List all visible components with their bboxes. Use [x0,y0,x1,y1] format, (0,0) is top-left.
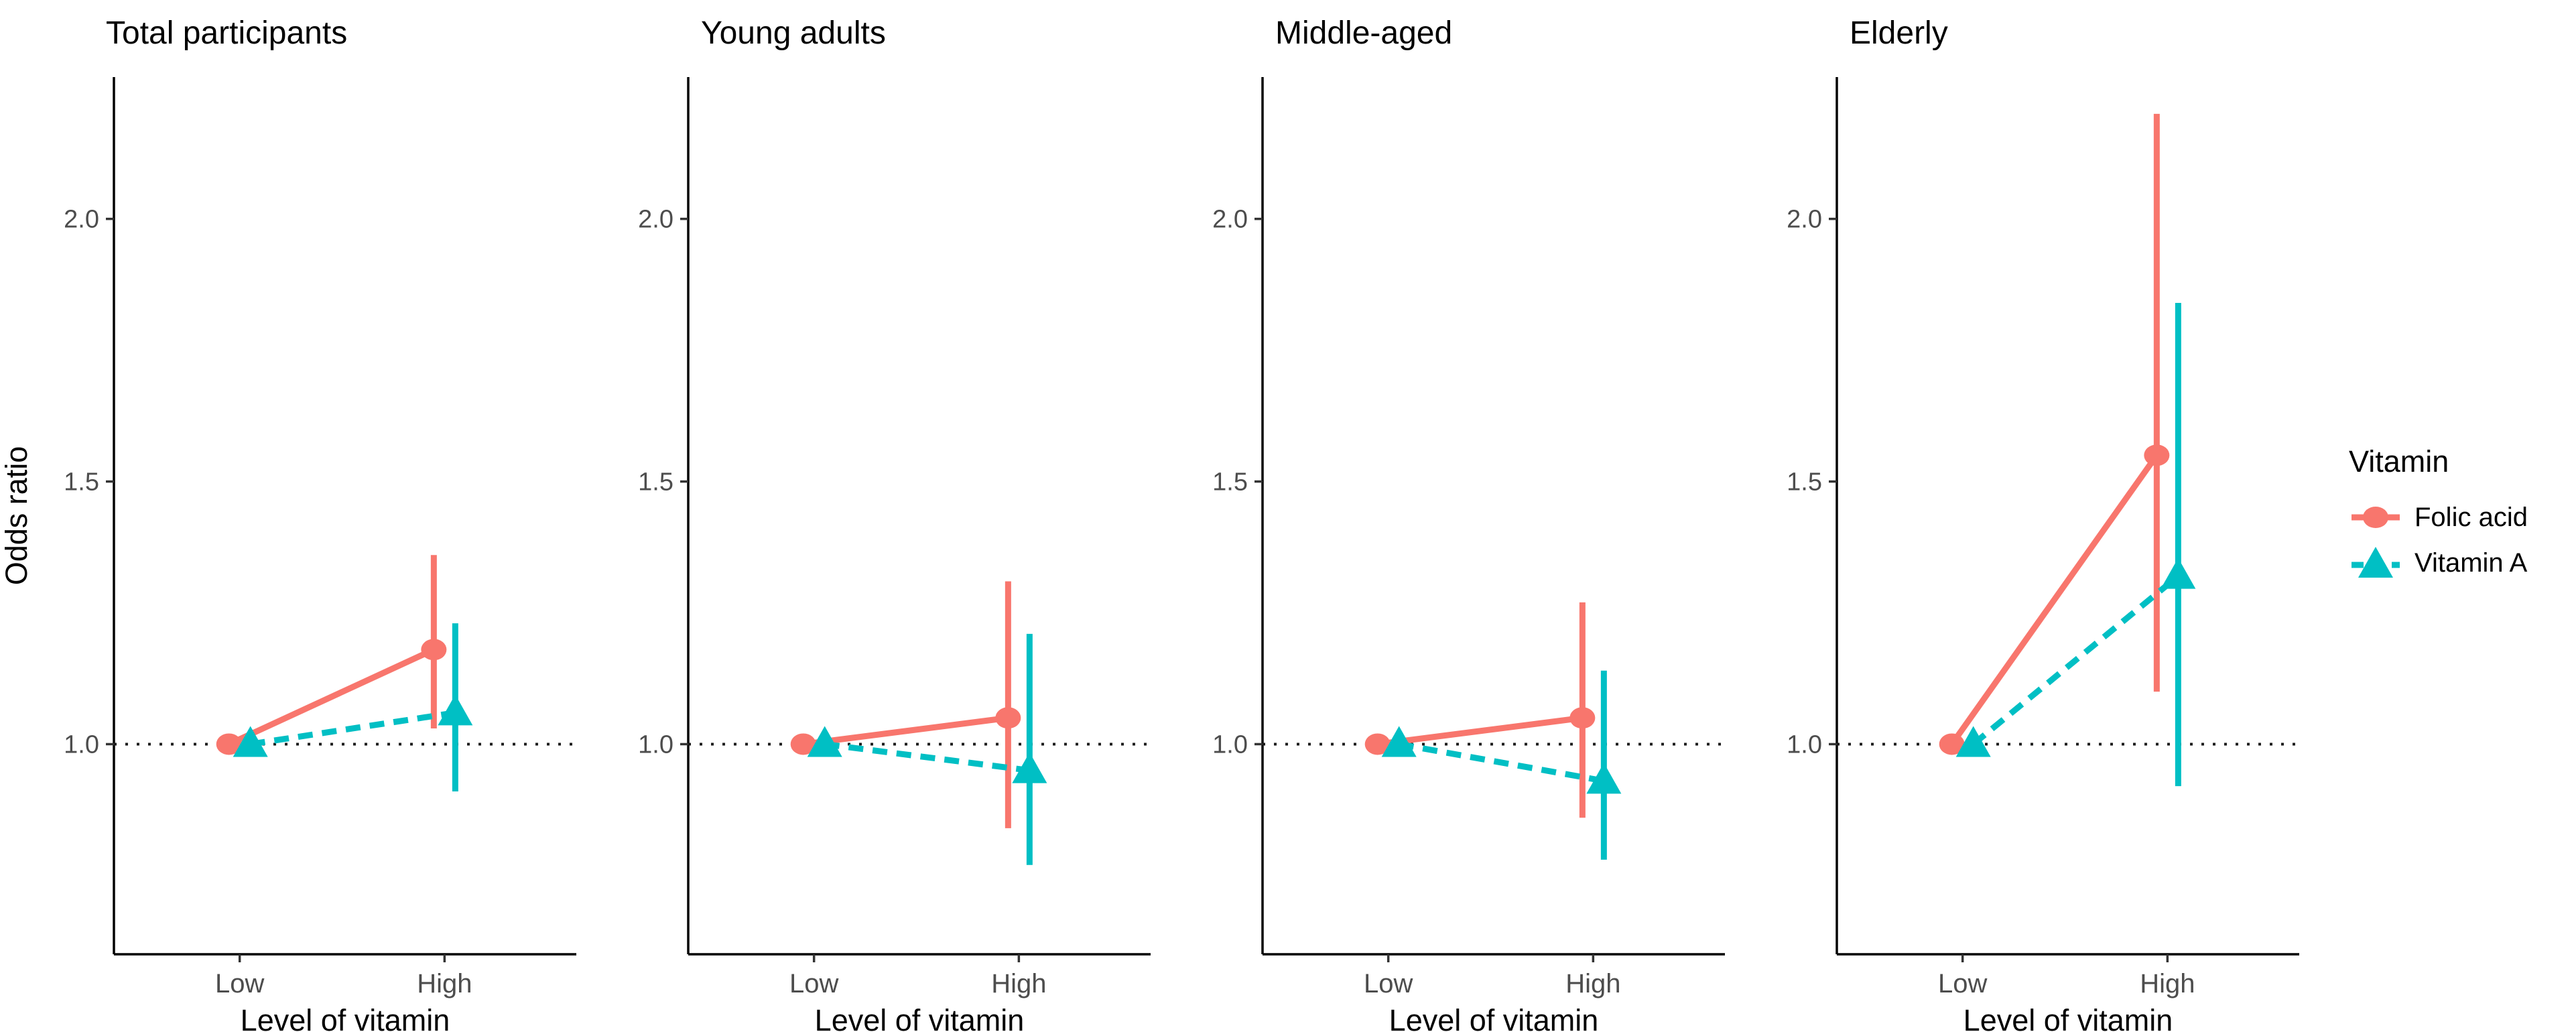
panel-title: Middle-aged [1275,15,1453,51]
x-tick-label-high: High [991,969,1046,998]
facet-plot-middle-aged: 1.0 1.5 2.0 Low High Level of vitamin [1212,77,1725,1032]
x-axis-title: Level of vitamin [1963,1003,2173,1032]
vitamin-a-trend-line [1971,574,2181,747]
folic-acid-point-low [790,733,816,755]
vitamin-a-trend-line [249,709,456,747]
facet-plot-total-participants: 1.0 1.5 2.0 Low High Level of vitamin Odds rat… [0,77,576,1032]
facet-panel-total-participants: Total participants 1.0 1.5 2.0 Low High Level … [0,0,576,1032]
folic-acid-trend-line [227,647,436,747]
x-tick-label-low: Low [1938,969,1987,998]
y-tick-label: 1.0 [1212,730,1248,759]
y-tick-label: 1.5 [64,468,99,497]
y-tick-label: 1.0 [638,730,673,759]
folic-acid-legend-marker-icon [2363,507,2388,528]
facet-plot-young-adults: 1.0 1.5 2.0 Low High Level of vitamin [638,77,1151,1032]
panel-title: Total participants [106,15,348,51]
vitamin-a-point-low [1381,726,1417,757]
y-tick-label: 1.0 [64,730,99,759]
x-tick-label-high: High [1565,969,1620,998]
y-tick-label: 1.5 [1787,468,1822,497]
folic-acid-point-low [216,733,242,755]
vitamin-a-point-high [1586,763,1622,794]
facet-panel-young-adults: Young adults 1.0 1.5 2.0 Low High Level of vit… [625,0,1151,1032]
y-tick-label: 2.0 [1212,206,1248,234]
x-tick-label-low: Low [789,969,838,998]
vitamin-a-point-high [2161,558,2196,589]
facet-panels: Total participants 1.0 1.5 2.0 Low High Level … [0,0,2299,1032]
folic-acid-legend-key [2352,507,2400,528]
panel-title: Elderly [1850,15,1948,51]
folic-acid-point-low [1364,733,1391,755]
legend-title: Vitamin [2349,444,2449,478]
y-tick-label: 2.0 [64,206,99,234]
y-tick-label: 1.0 [1787,730,1822,759]
vitamin-a-point-low [807,726,842,757]
y-tick-label: 2.0 [1787,206,1822,234]
folic-acid-point-high [421,639,447,661]
x-axis-title: Level of vitamin [1389,1003,1599,1032]
legend-label-folic-acid: Folic acid [2414,502,2528,532]
vitamin-a-point-high [1012,752,1047,783]
folic-acid-point-high [2144,444,2170,466]
facet-plot-elderly: 1.0 1.5 2.0 Low High Level of vitamin [1787,77,2299,1032]
y-tick-label: 1.5 [638,468,673,497]
x-tick-label-low: Low [215,969,264,998]
folic-acid-trend-line [1377,714,1583,747]
vitamin-a-point-low [1955,726,1991,757]
x-tick-label-high: High [2140,969,2195,998]
facet-panel-elderly: Elderly 1.0 1.5 2.0 Low High Level of vitamin [1773,0,2299,1032]
panel-title: Young adults [701,15,886,51]
x-tick-label-low: Low [1364,969,1413,998]
folic-acid-point-high [995,707,1021,729]
vitamin-a-legend-key [2352,547,2400,578]
legend: Vitamin Folic acid Vitamin A [2299,0,2576,1032]
y-axis-title: Odds ratio [0,446,34,586]
legend-label-vitamin-a: Vitamin A [2414,547,2528,578]
legend-item-vitamin-a: Vitamin A [2349,542,2576,584]
x-tick-label-high: High [417,969,472,998]
vitamin-a-legend-marker-icon [2358,547,2393,578]
vitamin-a-trend-line [1398,741,1605,784]
x-axis-title: Level of vitamin [241,1003,450,1032]
vitamin-a-trend-line [824,741,1030,774]
legend-item-folic-acid: Folic acid [2349,497,2576,538]
folic-acid-point-high [1569,707,1596,729]
vitamin-a-point-low [233,726,268,757]
folic-acid-point-low [1939,733,1965,755]
vitamin-a-point-high [438,694,473,726]
folic-acid-trend-line [803,714,1009,747]
y-tick-label: 2.0 [638,206,673,234]
folic-acid-trend-line [1949,453,2160,747]
y-tick-label: 1.5 [1212,468,1248,497]
facet-panel-middle-aged: Middle-aged 1.0 1.5 2.0 Low High Level of vita… [1199,0,1725,1032]
x-axis-title: Level of vitamin [815,1003,1025,1032]
